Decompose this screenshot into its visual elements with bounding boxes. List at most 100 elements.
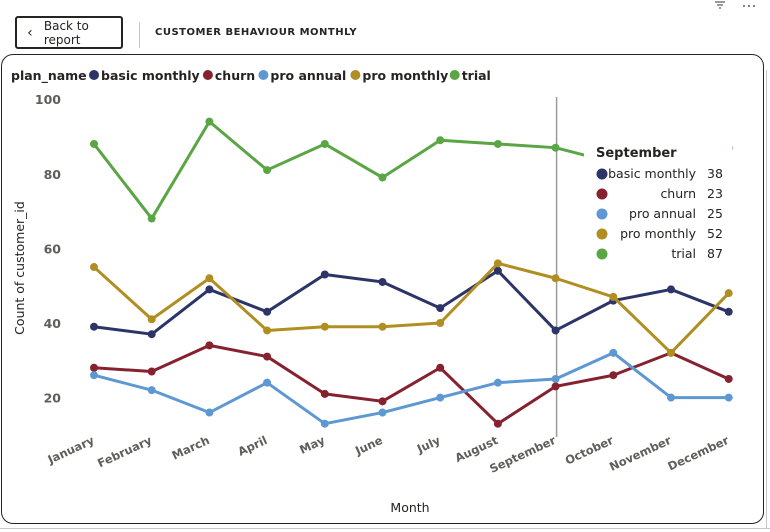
- legend-marker-1: [202, 70, 213, 80]
- point-0-7: [493, 266, 502, 275]
- point-3-5: [378, 322, 387, 331]
- point-4-8: [551, 143, 560, 152]
- point-1-2: [205, 341, 214, 350]
- bottom-edge-line: [0, 528, 770, 529]
- tooltip-label-2: pro annual: [629, 206, 696, 221]
- point-3-0: [90, 263, 98, 272]
- legend-marker-0: [89, 70, 99, 80]
- x-tick-6: July: [414, 433, 443, 456]
- point-0-1: [147, 330, 156, 339]
- point-1-5: [378, 397, 387, 406]
- more-options-icon[interactable]: [742, 0, 756, 16]
- point-2-5: [378, 408, 387, 417]
- y-axis-title: Count of customer_id: [12, 201, 27, 335]
- legend-label-0: basic monthly: [101, 68, 200, 83]
- point-0-10: [667, 285, 675, 294]
- point-4-1: [147, 214, 156, 223]
- tooltip-marker-3: [596, 228, 608, 240]
- back-button-label: Back to report: [43, 18, 89, 47]
- tooltip-value-4: 87: [707, 246, 723, 261]
- point-2-11: [724, 393, 733, 402]
- point-3-11: [724, 289, 733, 298]
- tooltip-title: September: [596, 146, 677, 161]
- legend-marker-2: [258, 70, 269, 80]
- legend-title: plan_name: [11, 68, 87, 84]
- y-tick-3: 80: [44, 167, 62, 182]
- point-3-10: [667, 348, 675, 357]
- point-2-9: [609, 348, 618, 357]
- point-3-7: [493, 259, 502, 268]
- point-1-1: [147, 367, 156, 376]
- top-bar: ‹ Back to report CUSTOMER BEHAVIOUR MONT…: [0, 0, 770, 54]
- x-tick-3: April: [236, 433, 270, 459]
- point-4-7: [493, 139, 502, 148]
- point-2-3: [263, 378, 272, 387]
- point-0-4: [320, 270, 329, 279]
- series-line-0: [93, 269, 730, 336]
- legend-marker-3: [350, 70, 361, 80]
- point-0-5: [378, 277, 387, 286]
- x-axis: January February March April May June July Augu…: [45, 433, 732, 476]
- point-1-4: [320, 389, 329, 398]
- point-1-11: [724, 374, 733, 383]
- tooltip: September basic monthly 38 churn 23 pro annua…: [584, 136, 732, 266]
- header-divider: [139, 22, 140, 48]
- chevron-left-icon: ‹: [27, 24, 33, 41]
- point-1-6: [436, 363, 445, 372]
- tooltip-marker-0: [596, 168, 608, 180]
- legend: plan_name basic monthly churn pro annual pr…: [11, 68, 491, 84]
- point-2-7: [493, 378, 502, 387]
- legend-label-1: churn: [215, 68, 255, 83]
- point-2-6: [436, 393, 445, 402]
- y-tick-0: 20: [44, 391, 62, 406]
- tooltip-label-1: churn: [660, 186, 696, 201]
- x-tick-5: June: [352, 433, 385, 458]
- point-1-9: [609, 371, 618, 380]
- point-0-6: [436, 304, 445, 313]
- legend-label-4: trial: [462, 68, 491, 83]
- tooltip-value-3: 52: [707, 226, 723, 241]
- tooltip-value-0: 38: [707, 166, 723, 181]
- tooltip-value-1: 23: [707, 186, 723, 201]
- page-title: CUSTOMER BEHAVIOUR MONTHLY: [155, 27, 358, 38]
- x-tick-0: January: [45, 433, 97, 467]
- filter-icon[interactable]: [714, 0, 726, 16]
- point-4-0: [90, 139, 98, 148]
- point-3-3: [263, 326, 272, 335]
- point-0-8: [551, 326, 560, 335]
- series-line-1: [93, 343, 730, 426]
- x-tick-4: May: [297, 433, 327, 457]
- point-2-1: [147, 386, 156, 395]
- x-axis-title: Month: [390, 500, 429, 515]
- legend-marker-4: [449, 70, 460, 80]
- point-0-11: [724, 307, 733, 316]
- y-axis: 20 40 60 80 100: [35, 92, 61, 405]
- point-1-7: [493, 419, 502, 428]
- point-2-8: [551, 374, 560, 383]
- y-tick-4: 100: [35, 92, 61, 107]
- legend-label-3: pro monthly: [362, 68, 448, 83]
- point-2-2: [205, 408, 214, 417]
- point-3-4: [320, 322, 329, 331]
- point-4-6: [436, 136, 445, 145]
- back-to-report-button[interactable]: ‹ Back to report: [15, 16, 123, 49]
- point-1-0: [90, 363, 98, 372]
- chart-visual[interactable]: [1, 54, 764, 524]
- tooltip-box: [584, 136, 732, 266]
- point-0-0: [90, 322, 98, 331]
- tooltip-marker-1: [596, 188, 608, 200]
- point-3-2: [205, 274, 214, 283]
- series-line-3: [92, 261, 730, 355]
- x-tick-10: November: [607, 433, 673, 474]
- point-2-10: [667, 393, 675, 402]
- point-1-8: [551, 382, 560, 391]
- tooltip-marker-2: [596, 208, 608, 220]
- point-2-4: [320, 419, 329, 428]
- point-0-2: [205, 285, 214, 294]
- right-edge-line: [766, 70, 767, 528]
- point-4-5: [378, 173, 387, 182]
- point-4-3: [263, 166, 272, 175]
- point-4-4: [320, 139, 329, 148]
- tooltip-label-3: pro monthly: [620, 226, 696, 241]
